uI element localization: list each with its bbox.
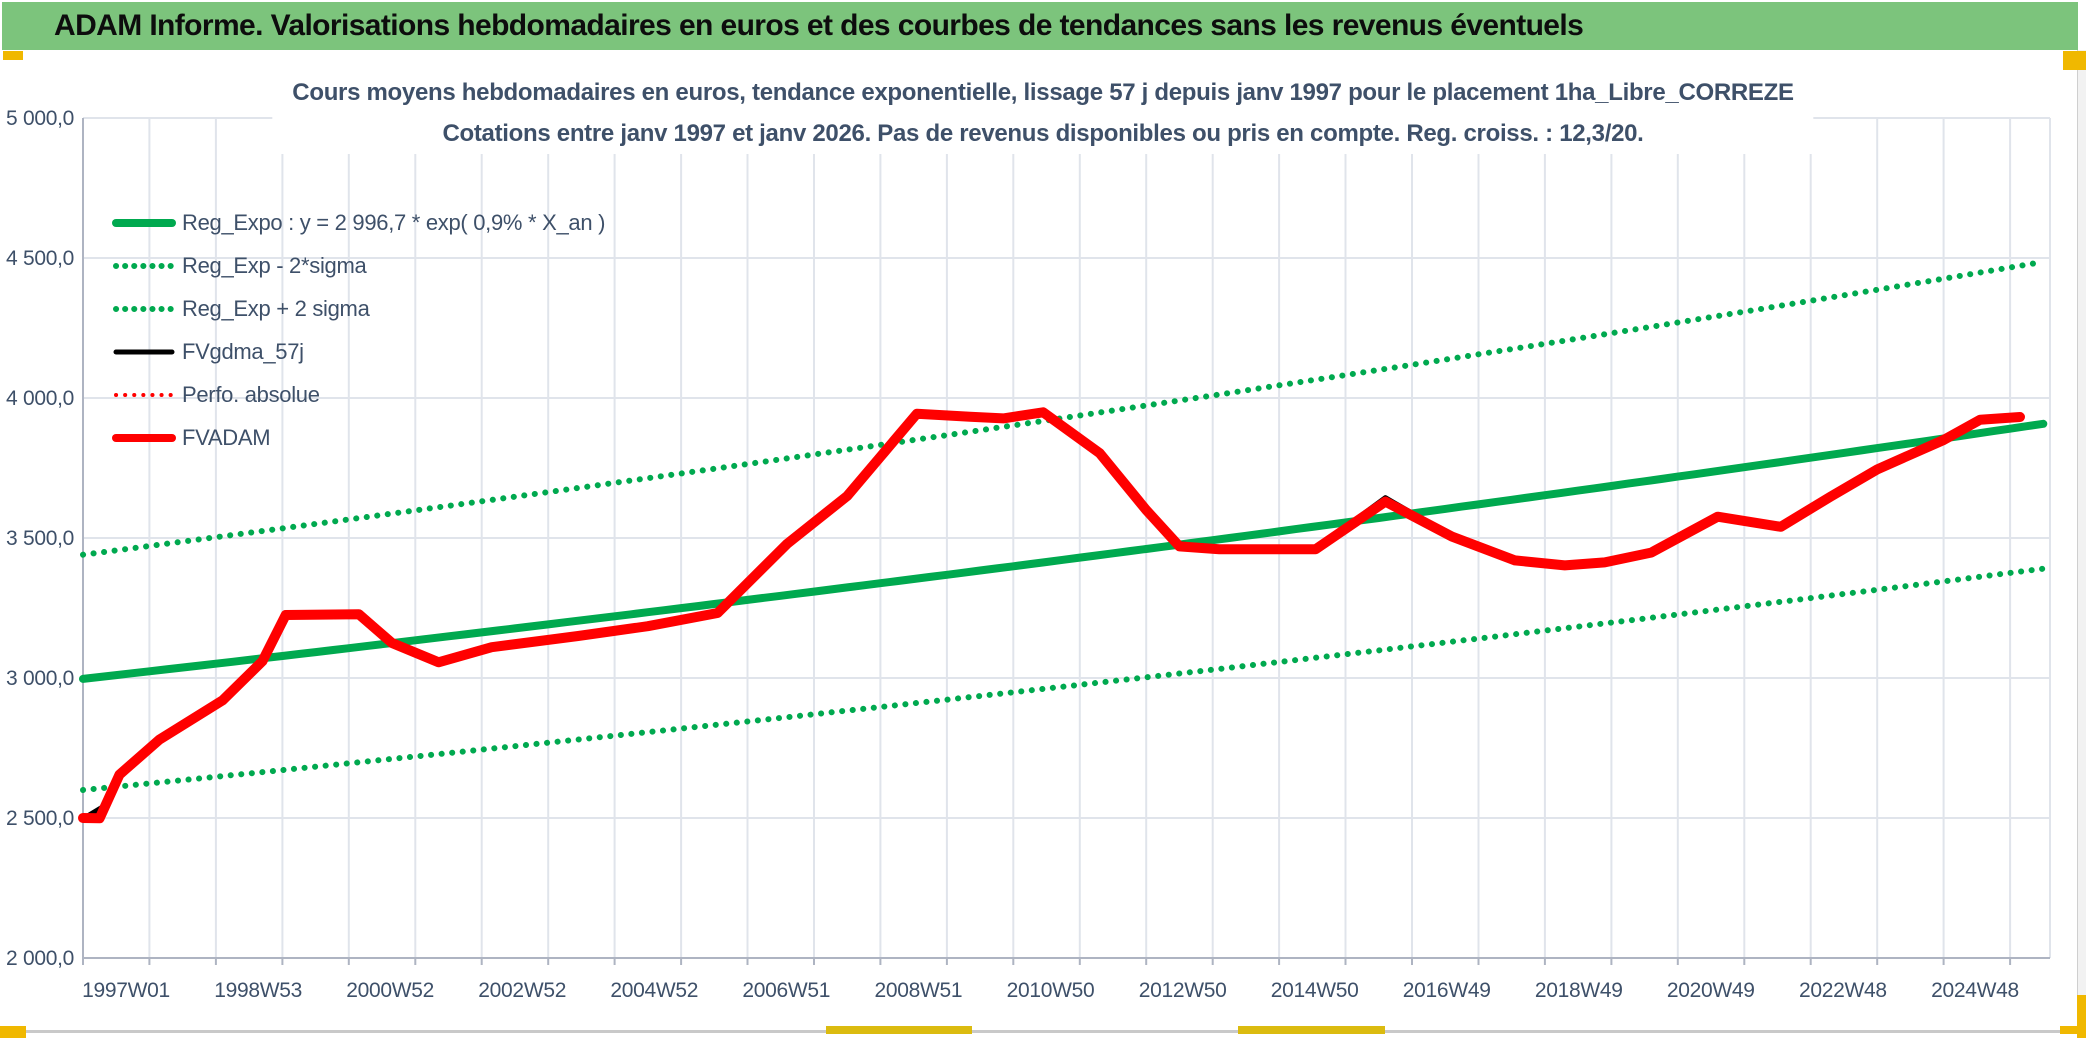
chart-legend: Reg_Expo : y = 2 996,7 * exp( 0,9% * X_a…: [112, 201, 605, 459]
x-axis-label: 2004W52: [610, 979, 698, 1002]
series-line-reg-exp-minus-2sigma: [80, 565, 2047, 793]
legend-swatch-perfo-absolue: [114, 392, 174, 397]
report-title: ADAM Informe. Valorisations hebdomadaire…: [54, 9, 1584, 42]
y-axis-label: 4 000,0: [6, 387, 74, 410]
x-axis-label: 2006W51: [742, 979, 830, 1002]
series-line-reg-exp-plus-2sigma: [80, 258, 2047, 558]
yellow-corner-bottom-right-foot: [2060, 1026, 2086, 1034]
legend-item-perfo-absolue: Perfo. absolue: [112, 373, 605, 416]
yellow-bottom-segment-1: [826, 1026, 972, 1034]
x-axis-label: 2020W49: [1667, 979, 1755, 1002]
legend-label-reg-expo: Reg_Expo : y = 2 996,7 * exp( 0,9% * X_a…: [182, 209, 606, 235]
y-axis-label: 2 000,0: [6, 947, 74, 970]
legend-label-perfo-absolue: Perfo. absolue: [182, 381, 320, 407]
series-line-fvadam: [78, 407, 2025, 824]
y-axis-label: 2 500,0: [6, 807, 74, 830]
y-axis-label: 3 000,0: [6, 667, 74, 690]
window-right-gutter: [2077, 50, 2086, 1038]
bottom-border-bar: [0, 1030, 2078, 1033]
x-axis-label: 2024W48: [1931, 979, 2019, 1002]
legend-label-reg-exp-minus-2sigma: Reg_Exp - 2*sigma: [182, 252, 367, 278]
x-axis-label: 2018W49: [1535, 979, 1623, 1002]
x-axis-label: 1997W01: [82, 979, 170, 1002]
series-line-reg-expo: [79, 419, 2048, 683]
chart-title-line2: Cotations entre janv 1997 et janv 2026. …: [442, 120, 1644, 147]
chart-title-line1: Cours moyens hebdomadaires en euros, ten…: [292, 79, 1794, 106]
x-axis-label: 1998W53: [214, 979, 302, 1002]
x-axis-label: 2012W50: [1139, 979, 1227, 1002]
legend-item-fvadam: FVADAM: [112, 416, 605, 459]
report-title-bar: ADAM Informe. Valorisations hebdomadaire…: [2, 2, 2078, 50]
legend-label-fvadam: FVADAM: [182, 424, 271, 450]
legend-swatch-fvadam: [112, 433, 176, 442]
x-axis-label: 2022W48: [1799, 979, 1887, 1002]
legend-item-reg-exp-plus-2sigma: Reg_Exp + 2 sigma: [112, 287, 605, 330]
x-axis-label: 2000W52: [346, 979, 434, 1002]
y-axis-label: 5 000,0: [6, 107, 74, 130]
chart-title: Cours moyens hebdomadaires en euros, ten…: [272, 72, 1814, 154]
yellow-marker-bottom-left: [0, 1026, 26, 1038]
x-axis-label: 2002W52: [478, 979, 566, 1002]
yellow-marker-top-left: [3, 51, 23, 60]
legend-label-fvgdma-57j: FVgdma_57j: [182, 338, 304, 364]
x-axis-label: 2010W50: [1007, 979, 1095, 1002]
yellow-marker-top-right: [2063, 51, 2086, 70]
legend-label-reg-exp-plus-2sigma: Reg_Exp + 2 sigma: [182, 295, 370, 321]
yellow-corner-bottom-right: [2077, 995, 2086, 1038]
x-axis-label: 2016W49: [1403, 979, 1491, 1002]
y-axis-label: 3 500,0: [6, 527, 74, 550]
x-axis-label: 2014W50: [1271, 979, 1359, 1002]
legend-swatch-reg-exp-plus-2sigma: [113, 305, 175, 312]
legend-item-fvgdma-57j: FVgdma_57j: [112, 330, 605, 373]
legend-item-reg-exp-minus-2sigma: Reg_Exp - 2*sigma: [112, 244, 605, 287]
legend-swatch-reg-exp-minus-2sigma: [113, 262, 175, 269]
legend-swatch-fvgdma-57j: [113, 349, 175, 354]
legend-swatch-reg-expo: [112, 218, 176, 227]
legend-item-reg-expo: Reg_Expo : y = 2 996,7 * exp( 0,9% * X_a…: [112, 201, 605, 244]
yellow-bottom-segment-2: [1238, 1026, 1385, 1034]
x-axis-label: 2008W51: [875, 979, 963, 1002]
y-axis-label: 4 500,0: [6, 247, 74, 270]
